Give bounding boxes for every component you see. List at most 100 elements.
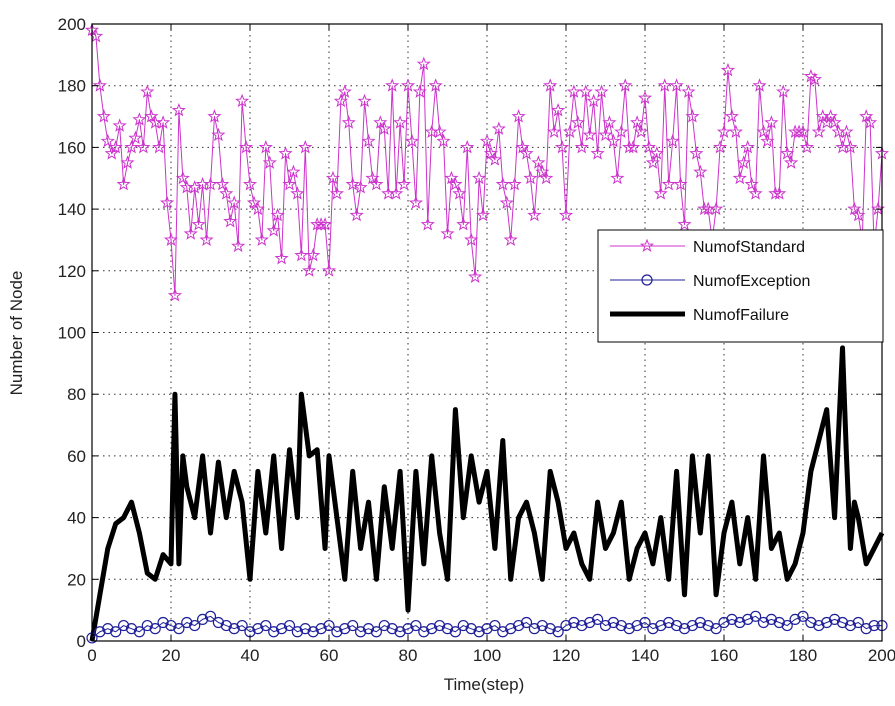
data-point [520,616,533,629]
data-point [187,180,202,194]
data-point [212,616,224,629]
data-point [120,155,135,169]
data-point [227,195,242,209]
data-point [697,201,712,216]
data-point [568,616,580,629]
legend-marker [639,238,655,253]
data-point [519,146,534,160]
data-point [204,610,217,622]
data-point [163,232,179,246]
data-point [760,133,775,148]
data-point [630,115,645,129]
data-point [843,139,858,154]
y-tick-label: 180 [58,77,86,96]
data-point [355,626,367,638]
data-point [491,121,506,135]
data-point [331,626,343,638]
legend-marker [641,274,653,286]
data-point [449,626,461,638]
data-point [756,124,771,138]
data-point [408,195,423,209]
data-point [811,124,826,138]
data-point [847,201,862,216]
data-point [639,616,651,629]
data-point [562,124,578,138]
data-point [852,616,864,629]
data-point [791,124,807,138]
data-point [851,207,866,222]
data-point [813,619,825,632]
data-point [720,62,736,77]
data-point [599,619,612,632]
data-point [333,93,348,108]
data-point [220,619,232,632]
data-point [789,613,801,626]
data-point [647,623,659,635]
data-point [844,619,857,632]
data-point [144,109,159,123]
data-point [236,619,248,632]
data-point [859,109,874,123]
data-point [416,56,431,71]
data-point [410,619,422,632]
data-point [468,269,483,283]
data-point [110,626,122,638]
data-point [152,139,167,154]
data-point [464,232,479,246]
data-point [748,186,763,200]
data-point [552,626,564,638]
x-tick-label: 80 [399,646,418,665]
data-point [94,626,106,638]
data-point [631,619,643,632]
data-point [353,180,368,194]
data-point [215,176,230,191]
data-point [547,124,562,138]
data-point [784,155,799,169]
series-NumofFailure [89,345,885,642]
data-point [623,623,635,635]
data-point [321,263,337,277]
data-point [228,623,240,635]
data-point [693,164,708,179]
data-point [686,619,699,632]
data-point [260,619,272,632]
x-tick-label: 140 [631,646,659,665]
y-tick-label: 60 [67,447,86,466]
data-point [827,115,842,129]
data-point [171,102,186,117]
data-point [734,616,746,629]
data-point [535,164,550,179]
data-point [554,139,570,154]
data-point [100,133,115,148]
data-point [512,619,525,632]
data-point [412,84,427,98]
data-point [299,623,311,635]
data-point [836,616,849,629]
data-point [238,139,254,154]
data-point [282,176,297,191]
data-point [765,613,778,626]
data-point [386,623,398,635]
data-point [694,616,706,629]
data-point [669,78,684,92]
data-point [345,176,360,191]
data-point [191,217,206,231]
data-point [317,217,333,231]
data-point [132,112,147,126]
data-point [242,176,258,191]
data-point [159,195,175,209]
data-point [441,623,454,635]
x-tick-label: 180 [789,646,817,665]
data-point [653,186,668,200]
data-point [481,623,493,635]
data-point [173,623,185,635]
data-point [116,176,131,191]
data-point [590,146,605,160]
data-point [868,619,880,632]
data-point [602,115,617,129]
series-line-NumofException [91,615,882,639]
data-point [586,93,601,108]
data-point [511,109,526,123]
data-point [349,207,364,222]
data-point [781,619,793,632]
